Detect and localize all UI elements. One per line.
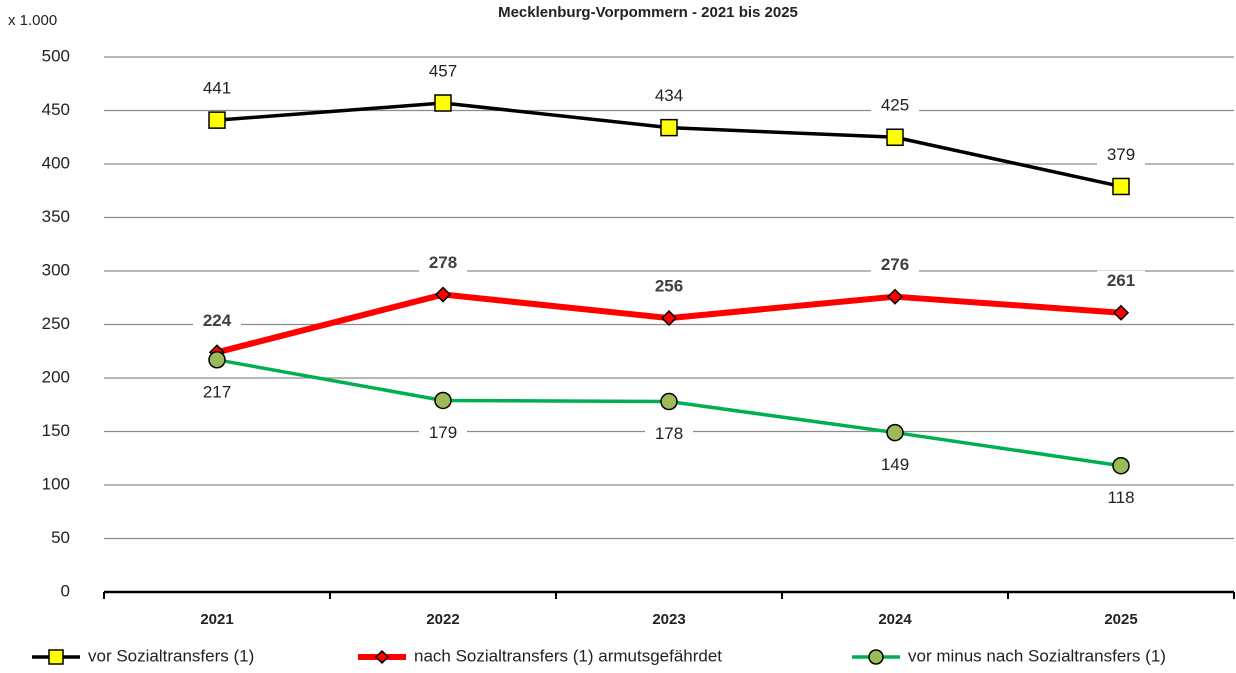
data-label: 425 [881, 96, 909, 115]
data-label-bg [645, 423, 693, 446]
y-tick-label: 150 [42, 421, 70, 440]
y-tick-label: 450 [42, 100, 70, 119]
marker [660, 310, 678, 327]
x-tick-label: 2021 [200, 611, 233, 628]
data-label: 261 [1107, 271, 1135, 290]
marker [208, 351, 226, 369]
data-label-bg [193, 310, 241, 333]
y-tick-label: 250 [42, 314, 70, 333]
y-tick-label: 100 [42, 474, 70, 493]
marker [208, 111, 226, 129]
marker [868, 649, 884, 665]
data-label-bg [871, 95, 919, 118]
marker [434, 94, 452, 112]
x-tick-label: 2025 [1104, 611, 1137, 628]
series-line [216, 358, 1122, 468]
data-label: 118 [1107, 488, 1134, 507]
legend-label: vor minus nach Sozialtransfers (1) [908, 646, 1166, 665]
y-tick-label: 50 [51, 528, 70, 547]
data-label: 441 [203, 79, 231, 98]
marker [660, 392, 678, 411]
y-tick-label: 300 [42, 260, 70, 279]
marker [48, 649, 64, 665]
marker [886, 288, 904, 305]
data-label: 217 [203, 382, 231, 401]
data-label: 256 [655, 277, 683, 296]
data-label: 178 [655, 424, 683, 443]
data-label-bg [871, 454, 919, 477]
data-label-bg [419, 61, 467, 84]
x-tick-label: 2024 [878, 611, 912, 628]
marker [1112, 304, 1130, 321]
data-label: 276 [881, 255, 909, 274]
marker [374, 649, 390, 665]
y-tick-label: 500 [42, 46, 70, 65]
marker [660, 118, 678, 137]
legend-label: vor Sozialtransfers (1) [88, 646, 254, 665]
marker [1112, 456, 1130, 475]
data-label: 179 [429, 423, 457, 442]
marker [886, 128, 904, 146]
y-tick-label: 400 [42, 153, 70, 172]
x-tick-label: 2022 [426, 611, 459, 628]
y-tick-label: 350 [42, 207, 70, 226]
data-label-bg [1097, 487, 1145, 510]
marker [1112, 177, 1130, 196]
data-label: 379 [1107, 145, 1135, 164]
data-label: 457 [429, 61, 457, 80]
data-label-bg [1097, 270, 1145, 293]
data-label-bg [193, 78, 241, 101]
data-label: 224 [203, 311, 232, 330]
y-unit-label: x 1.000 [8, 12, 57, 29]
chart-title: Mecklenburg-Vorpommern - 2021 bis 2025 [498, 4, 798, 21]
data-label-bg [645, 276, 693, 299]
series-line [216, 101, 1122, 189]
data-label-bg [419, 422, 467, 445]
data-label: 149 [881, 455, 909, 474]
y-tick-label: 200 [42, 367, 70, 386]
data-label: 278 [429, 253, 457, 272]
data-label: 434 [655, 86, 683, 105]
marker [434, 391, 452, 410]
y-tick-label: 0 [61, 581, 70, 600]
marker [886, 423, 904, 442]
legend-label: nach Sozialtransfers (1) armutsgefährdet [414, 646, 722, 665]
marker [434, 286, 452, 303]
data-label-bg [419, 252, 467, 275]
x-tick-label: 2023 [652, 611, 685, 628]
data-label-bg [1097, 144, 1145, 167]
data-label-bg [645, 85, 693, 108]
data-label-bg [871, 254, 919, 277]
data-label-bg [193, 381, 241, 404]
